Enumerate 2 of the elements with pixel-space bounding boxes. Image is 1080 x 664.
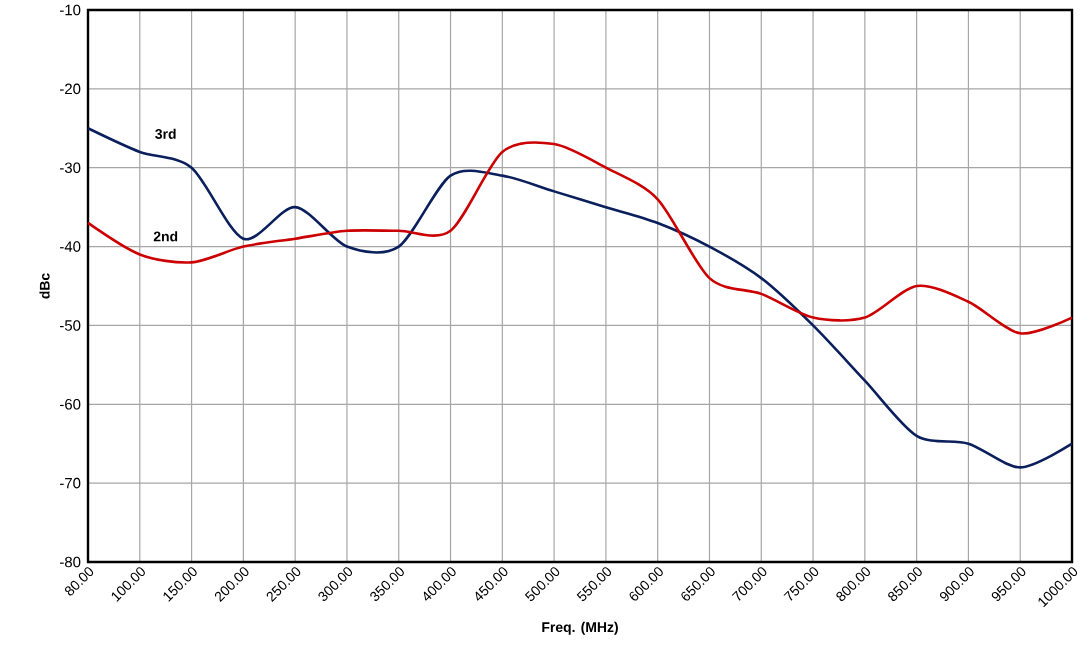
line-series bbox=[86, 126, 1074, 469]
line-series bbox=[86, 141, 1074, 335]
